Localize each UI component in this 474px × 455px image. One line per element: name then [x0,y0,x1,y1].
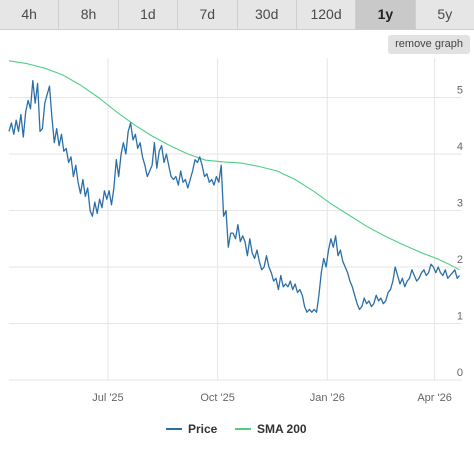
x-tick-label: Apr '26 [417,392,452,404]
price-chart: 0 1 2 3 4 5 Jul '25 Oct '25 Jan '26 Apr '26 Price S… [8,58,463,436]
y-tick-label: 4 [457,141,463,153]
x-tick-label: Jul '25 [92,392,123,404]
legend-price-label: Price [188,422,218,436]
remove-graph-button[interactable]: remove graph [388,35,470,54]
timeframe-tabbar: 4h 8h 1d 7d 30d 120d 1y 5y [0,0,474,30]
y-tick-label: 1 [457,311,463,323]
tab-120d[interactable]: 120d [296,0,357,29]
tab-1d[interactable]: 1d [118,0,179,29]
tab-8h[interactable]: 8h [59,0,119,29]
tab-4h[interactable]: 4h [0,0,60,29]
legend-sma-label: SMA 200 [257,422,307,436]
x-tick-label: Jan '26 [310,392,345,404]
tab-30d[interactable]: 30d [237,0,297,29]
x-tick-label: Oct '25 [200,392,235,404]
y-tick-label: 0 [457,367,463,379]
price-line [8,79,461,313]
tab-5y[interactable]: 5y [415,0,474,29]
y-tick-label: 5 [457,85,463,97]
tab-7d[interactable]: 7d [178,0,238,29]
y-tick-label: 3 [457,198,463,210]
sma-200-line [8,60,460,271]
tab-1y[interactable]: 1y [356,0,416,29]
y-tick-label: 2 [457,254,463,266]
